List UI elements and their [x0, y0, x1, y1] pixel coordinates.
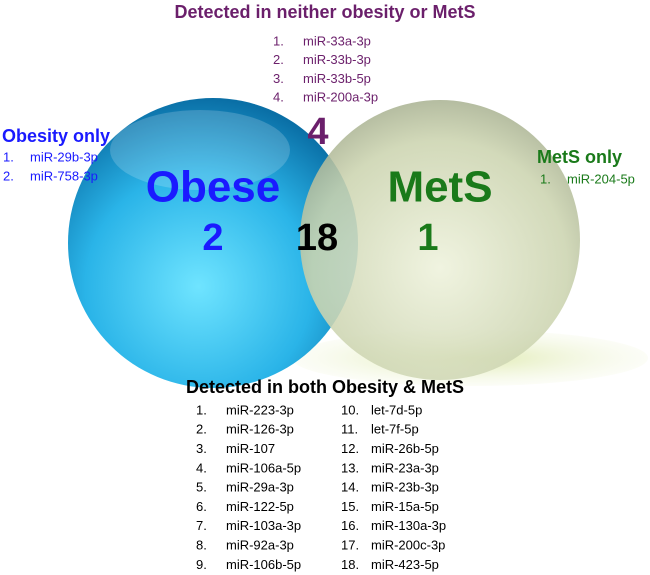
item-name: miR-130a-3p	[371, 518, 446, 533]
item-number: 1.	[3, 149, 14, 164]
item-number: 5.	[196, 480, 207, 495]
item-name: miR-200c-3p	[371, 538, 445, 553]
item-number: 2.	[3, 168, 14, 183]
item-name: miR-122-5p	[226, 499, 294, 514]
item-number: 7.	[196, 518, 207, 533]
item-name: miR-204-5p	[567, 171, 635, 186]
item-name: miR-29b-3p	[30, 149, 98, 164]
item-name: miR-103a-3p	[226, 518, 301, 533]
item-number: 9.	[196, 557, 207, 572]
both-title: Detected in both Obesity & MetS	[186, 377, 464, 397]
item-number: 8.	[196, 538, 207, 553]
item-name: miR-92a-3p	[226, 538, 294, 553]
overlap-count: 18	[296, 217, 338, 259]
item-name: miR-106a-5p	[226, 460, 301, 475]
item-name: miR-23a-3p	[371, 460, 439, 475]
item-name: miR-23b-3p	[371, 480, 439, 495]
item-number: 1.	[540, 171, 551, 186]
item-name: miR-423-5p	[371, 557, 439, 572]
item-name: miR-200a-3p	[303, 90, 378, 105]
item-number: 4.	[196, 460, 207, 475]
item-number: 11.	[341, 422, 358, 437]
item-number: 16.	[341, 518, 359, 533]
item-number: 2.	[196, 422, 207, 437]
mets-label: MetS	[387, 163, 492, 212]
item-name: miR-106b-5p	[226, 557, 301, 572]
neither-title: Detected in neither obesity or MetS	[174, 2, 475, 22]
obese-label: Obese	[146, 163, 281, 212]
item-name: miR-15a-5p	[371, 499, 439, 514]
item-number: 12.	[341, 441, 359, 456]
item-name: miR-758-3p	[30, 168, 98, 183]
mets-circle	[300, 100, 580, 380]
obesity-only-title: Obesity only	[2, 126, 110, 146]
item-number: 3.	[196, 441, 207, 456]
mets-count: 1	[417, 217, 438, 259]
item-name: let-7d-5p	[371, 402, 422, 417]
item-number: 10.	[341, 402, 359, 417]
item-number: 18.	[341, 557, 359, 572]
item-number: 1.	[196, 402, 207, 417]
item-name: miR-29a-3p	[226, 480, 294, 495]
highlight	[110, 110, 290, 190]
obese-count: 2	[202, 217, 223, 259]
item-name: miR-26b-5p	[371, 441, 439, 456]
item-name: let-7f-5p	[371, 422, 419, 437]
item-number: 3.	[273, 71, 284, 86]
item-number: 6.	[196, 499, 207, 514]
item-number: 2.	[273, 52, 284, 67]
item-number: 17.	[341, 538, 359, 553]
item-number: 4.	[273, 90, 284, 105]
item-name: miR-33b-3p	[303, 52, 371, 67]
neither-count: 4	[307, 111, 328, 153]
mets-only-title: MetS only	[537, 147, 622, 167]
item-number: 14.	[341, 480, 359, 495]
item-name: miR-107	[226, 441, 275, 456]
item-number: 13.	[341, 460, 359, 475]
item-name: miR-223-3p	[226, 402, 294, 417]
item-name: miR-33b-5p	[303, 71, 371, 86]
item-number: 15.	[341, 499, 359, 514]
obese-circle	[68, 98, 358, 388]
item-name: miR-126-3p	[226, 422, 294, 437]
item-name: miR-33a-3p	[303, 33, 371, 48]
item-number: 1.	[273, 33, 284, 48]
